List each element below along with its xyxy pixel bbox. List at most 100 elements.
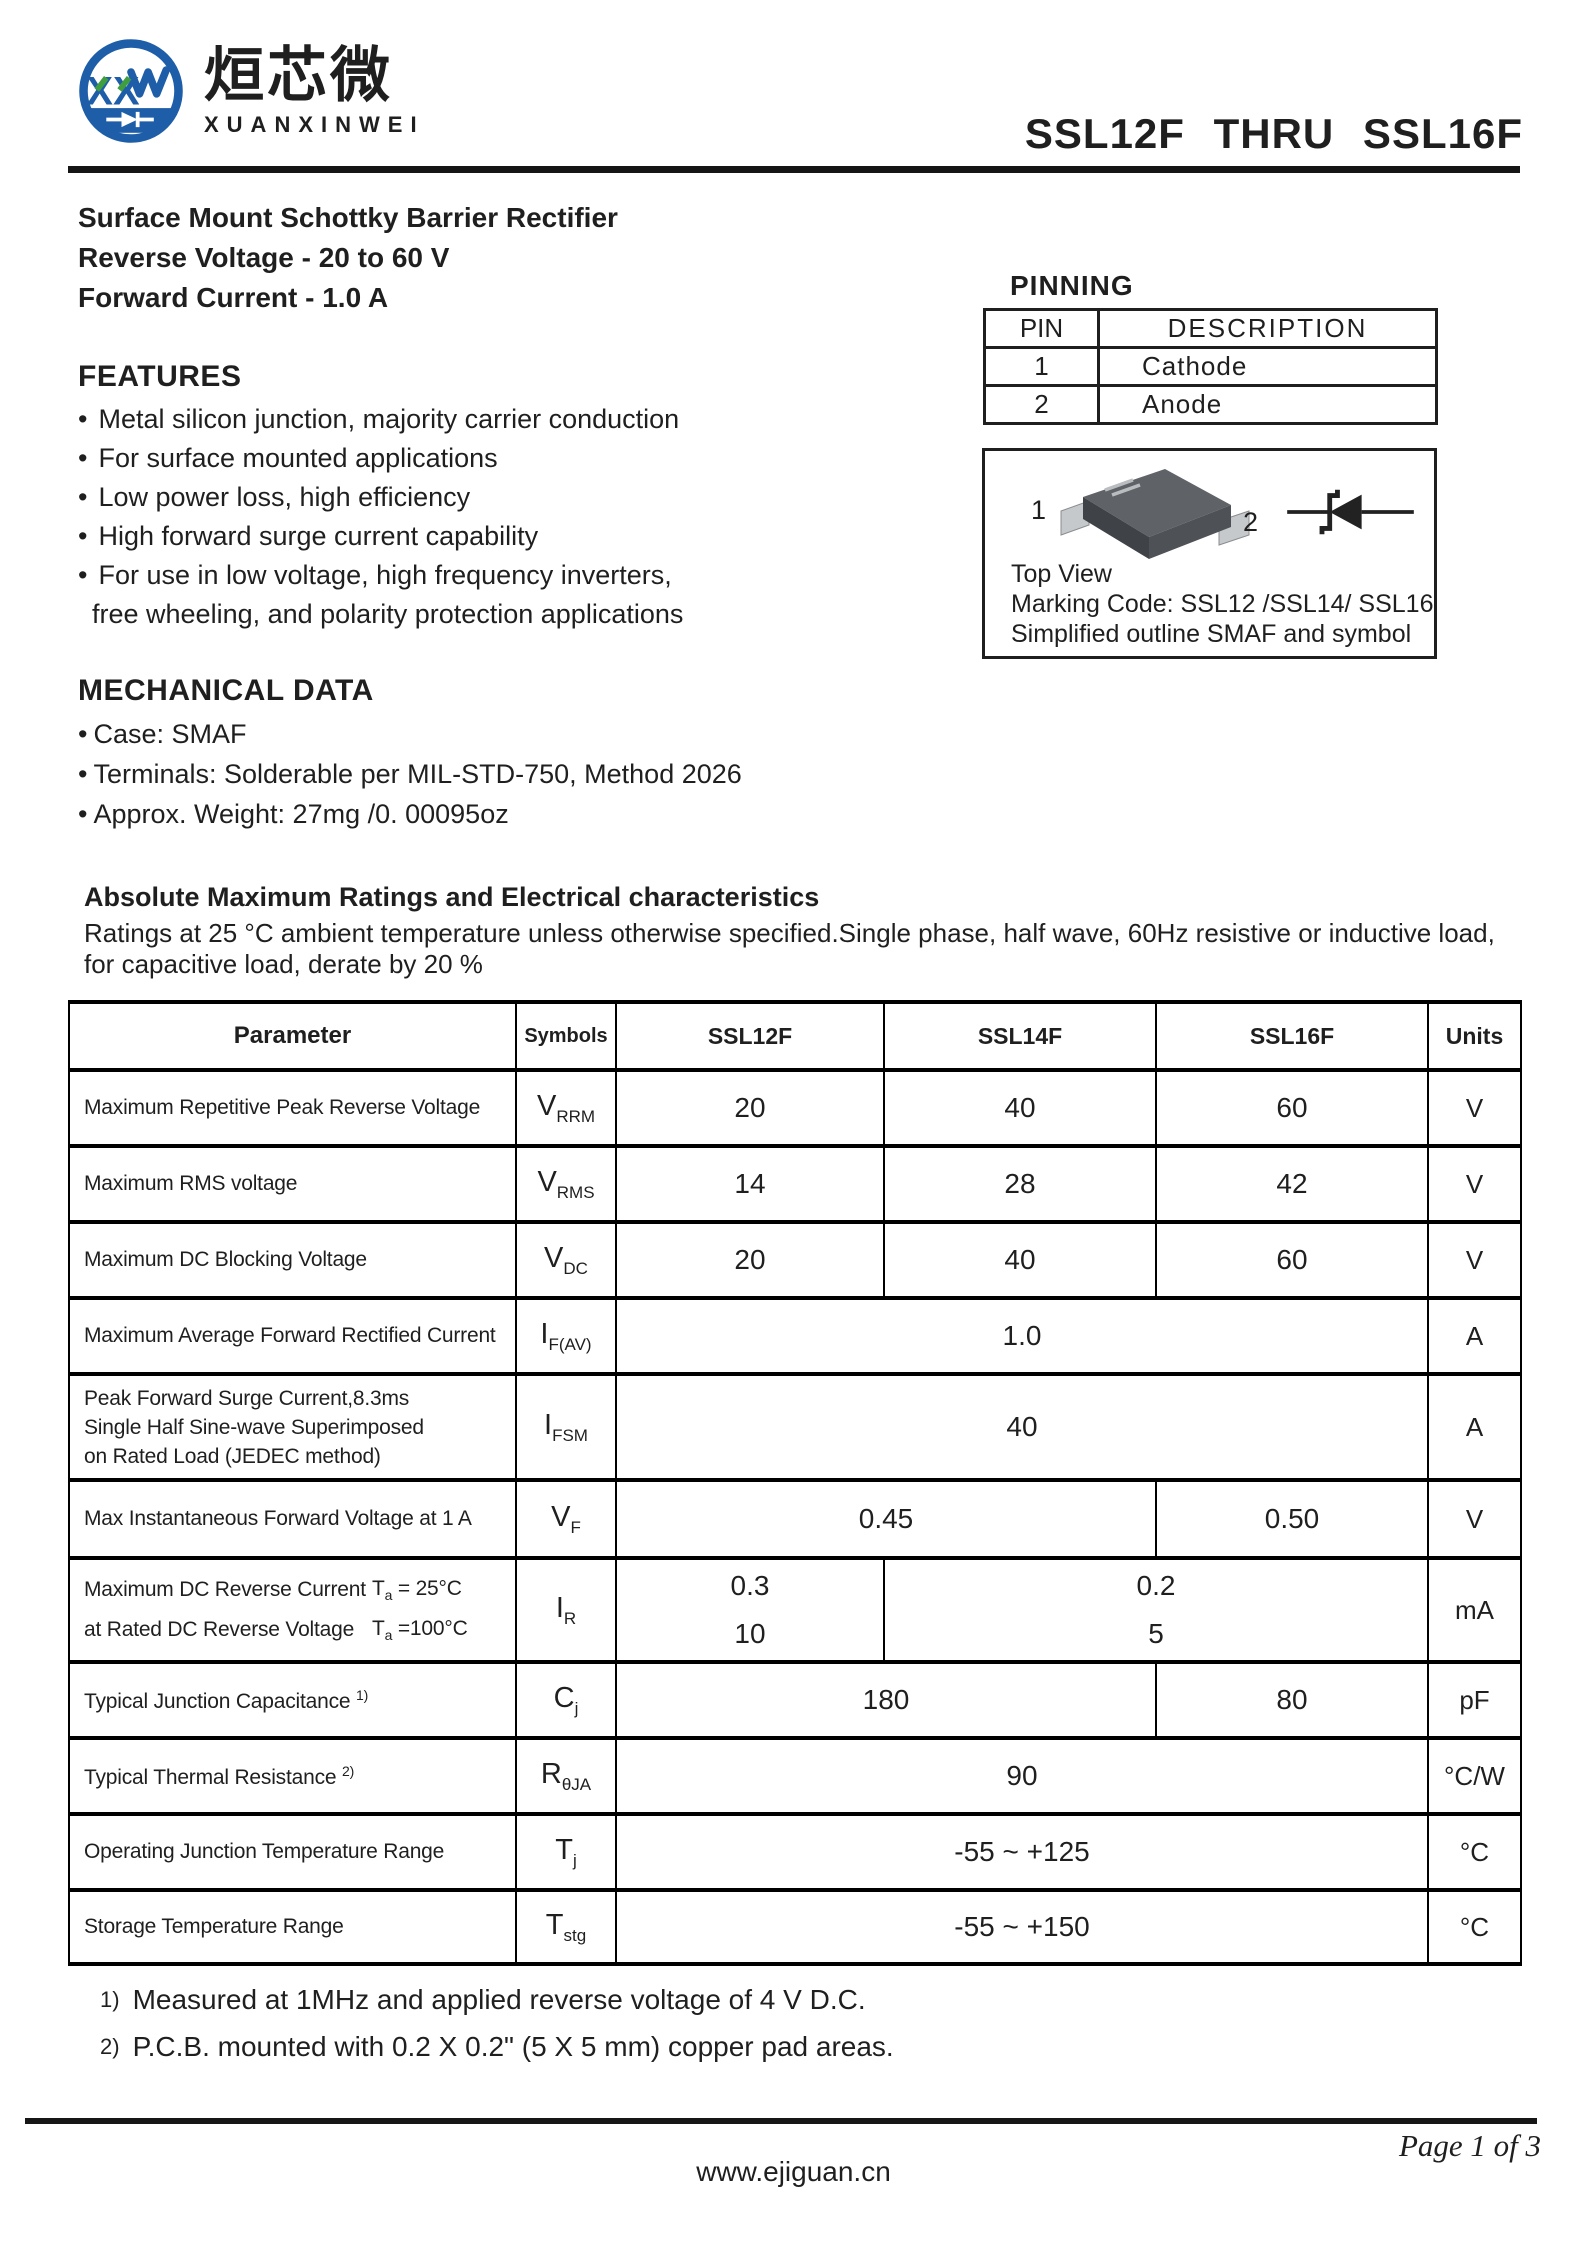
value-ssl14f-ssl16f: 0.2 5 [883, 1556, 1429, 1664]
ratings-header-row: Parameter Symbols SSL12F SSL14F SSL16F U… [68, 1000, 1522, 1072]
value-ssl16f: 60 [1155, 1068, 1429, 1148]
symbol-base: T [555, 1833, 573, 1866]
features-title: FEATURES [78, 360, 242, 393]
row-symbol: VF [515, 1478, 617, 1560]
value-all-devices: 90 [615, 1736, 1429, 1816]
symbol-sub: FSM [552, 1425, 588, 1445]
parameter-line: Single Half Sine-wave Superimposed [84, 1415, 424, 1439]
row-parameter: Max Instantaneous Forward Voltage at 1 A [68, 1478, 517, 1560]
smaf-package-3d-icon [1060, 469, 1250, 559]
value-ssl12f: 20 [615, 1068, 885, 1148]
symbol-sub: j [574, 1698, 579, 1718]
row-unit: A [1427, 1372, 1522, 1482]
summary-line: Reverse Voltage - 20 to 60 V [78, 242, 450, 273]
header-rule [68, 166, 1520, 173]
list-item: For use in low voltage, high frequency i… [78, 556, 683, 595]
summary-line: Forward Current - 1.0 A [78, 282, 389, 313]
list-item: Metal silicon junction, majority carrier… [78, 400, 683, 439]
ratings-section-title: Absolute Maximum Ratings and Electrical … [84, 882, 820, 912]
pin-description: Cathode [1097, 346, 1438, 387]
pin-number: 2 [983, 384, 1100, 425]
value-ssl16f: 60 [1155, 1220, 1429, 1300]
value-ssl16f: 0.50 [1155, 1478, 1429, 1560]
row-symbol: VRRM [515, 1068, 617, 1148]
footnote: 1) Measured at 1MHz and applied reverse v… [100, 1984, 894, 2016]
pinning-title: PINNING [1010, 270, 1134, 301]
table-row-ifsm: Peak Forward Surge Current,8.3ms Single … [68, 1372, 1522, 1482]
brand-logo-icon: XX [79, 39, 183, 143]
table-row-vf: Max Instantaneous Forward Voltage at 1 A… [68, 1478, 1522, 1560]
row-symbol: VRMS [515, 1144, 617, 1224]
symbol-base: I [555, 1591, 564, 1624]
table-row-cj: Typical Junction Capacitance 1) Cj 180 8… [68, 1660, 1522, 1740]
brand-logo: XX 烜芯微 XUANXINWEI [74, 34, 425, 148]
symbol-base: R [540, 1757, 562, 1790]
row-unit: °C [1427, 1812, 1522, 1892]
table-row-ifav: Maximum Average Forward Rectified Curren… [68, 1296, 1522, 1376]
value-ssl12f-ssl14f: 180 [615, 1660, 1157, 1740]
footnote-number: 1) [100, 1987, 120, 2012]
value-at-100c: 5 [1148, 1618, 1164, 1649]
value-ssl12f: 14 [615, 1144, 885, 1224]
table-row: 1 Cathode [983, 346, 1438, 387]
symbol-base: T [545, 1908, 564, 1941]
ratings-conditions: Ratings at 25 °C ambient temperature unl… [84, 918, 1514, 980]
parameter-line: at Rated DC Reverse Voltage [84, 1618, 355, 1642]
footnote-ref: 1) [356, 1686, 369, 1703]
footnote-text: Measured at 1MHz and applied reverse vol… [132, 1984, 866, 2015]
pinning-table: PIN DESCRIPTION 1 Cathode 2 Anode [983, 308, 1438, 425]
schottky-diode-symbol-icon [1287, 489, 1414, 535]
symbol-base: V [551, 1500, 571, 1533]
list-item: Approx. Weight: 27mg /0. 00095oz [78, 794, 742, 834]
col-header-ssl12f: SSL12F [615, 1000, 885, 1072]
brand-text: 烜芯微 XUANXINWEI [204, 34, 425, 138]
value-at-25c: 0.2 [1136, 1570, 1176, 1601]
col-header-units: Units [1427, 1000, 1522, 1072]
footnote: 2) P.C.B. mounted with 0.2 X 0.2" (5 X 5 … [100, 2031, 894, 2063]
pinning-col-description: DESCRIPTION [1097, 308, 1438, 349]
row-unit: V [1427, 1220, 1522, 1300]
row-unit: V [1427, 1478, 1522, 1560]
value-all-devices: -55 ~ +150 [615, 1888, 1429, 1966]
value-all-devices: -55 ~ +125 [615, 1812, 1429, 1892]
value-ssl14f: 28 [883, 1144, 1157, 1224]
row-symbol: RθJA [515, 1736, 617, 1816]
package-pin1-label: 1 [1031, 495, 1047, 525]
package-caption: Top View Marking Code: SSL12 /SSL14/ SSL… [1011, 559, 1434, 649]
product-summary: Surface Mount Schottky Barrier Rectifier… [78, 198, 618, 318]
row-parameter: Operating Junction Temperature Range [68, 1812, 517, 1892]
symbol-base: I [540, 1317, 549, 1350]
col-header-ssl14f: SSL14F [883, 1000, 1157, 1072]
pinning-col-pin: PIN [983, 308, 1100, 349]
pin-description: Anode [1097, 384, 1438, 425]
row-parameter: Maximum DC Blocking Voltage [68, 1220, 517, 1300]
row-parameter: Maximum DC Reverse Current Ta = 25°C at … [68, 1556, 517, 1664]
parameter-line: Peak Forward Surge Current,8.3ms [84, 1386, 410, 1410]
parameter-line: on Rated Load (JEDEC method) [84, 1444, 381, 1468]
table-row-tj: Operating Junction Temperature Range Tj … [68, 1812, 1522, 1892]
row-unit: V [1427, 1144, 1522, 1224]
list-item-continuation: free wheeling, and polarity protection a… [92, 599, 684, 629]
table-row-vrrm: Maximum Repetitive Peak Reverse Voltage … [68, 1068, 1522, 1148]
row-symbol: IF(AV) [515, 1296, 617, 1376]
pin-number: 1 [983, 346, 1100, 387]
footnote-ref: 2) [342, 1762, 355, 1779]
brand-name-chinese: 烜芯微 [204, 42, 393, 109]
list-item: Terminals: Solderable per MIL-STD-750, M… [78, 754, 741, 794]
package-outline-box: 1 2 Top View Marking Code: SSL12 /SSL14/… [982, 448, 1437, 659]
document-title: SSL12F THRU SSL16F [1024, 110, 1523, 157]
row-unit: A [1427, 1296, 1522, 1376]
list-item: For surface mounted applications [78, 439, 683, 478]
symbol-base: C [553, 1681, 575, 1714]
row-symbol: Tj [515, 1812, 617, 1892]
brand-name-latin: XUANXINWEI [204, 112, 425, 137]
footnote-text: P.C.B. mounted with 0.2 X 0.2" (5 X 5 mm… [132, 2031, 894, 2062]
col-header-symbols: Symbols [515, 1000, 617, 1072]
value-ssl12f: 0.3 10 [615, 1556, 885, 1664]
symbol-sub: RMS [556, 1182, 595, 1202]
value-all-devices: 1.0 [615, 1296, 1429, 1376]
symbol-base: I [544, 1408, 553, 1441]
row-parameter: Typical Junction Capacitance 1) [68, 1660, 517, 1740]
list-item: Low power loss, high efficiency [78, 478, 683, 517]
symbol-sub: F(AV) [548, 1334, 592, 1354]
